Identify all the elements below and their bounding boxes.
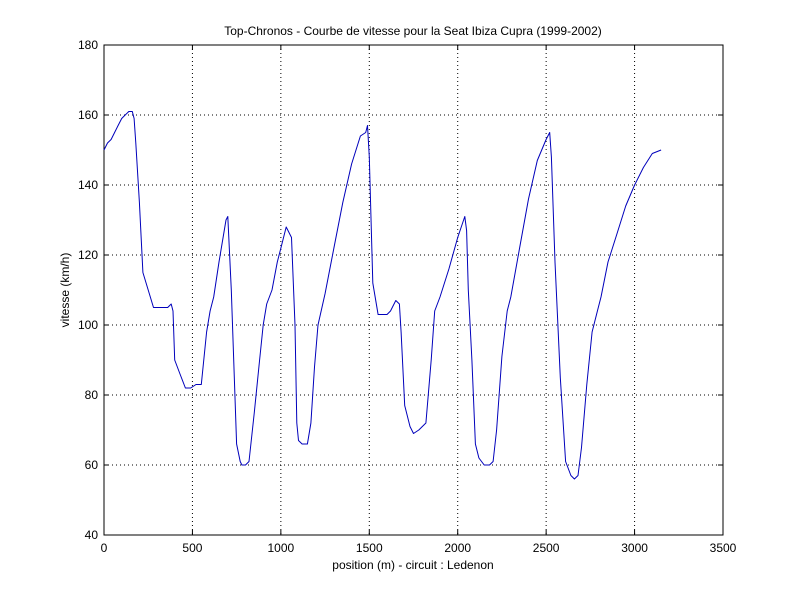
y-axis-title: vitesse (km/h) <box>58 253 72 328</box>
x-tick-label-2: 1000 <box>268 541 295 555</box>
x-axis-title: position (m) - circuit : Ledenon <box>332 558 493 572</box>
y-tick-label-1: 60 <box>85 458 99 472</box>
x-tick-label-5: 2500 <box>533 541 560 555</box>
x-tick-label-0: 0 <box>101 541 108 555</box>
y-tick-label-7: 180 <box>78 38 98 52</box>
x-tick-label-4: 2000 <box>444 541 471 555</box>
y-tick-label-2: 80 <box>85 388 99 402</box>
y-tick-label-5: 140 <box>78 178 98 192</box>
x-tick-label-1: 500 <box>182 541 202 555</box>
y-tick-label-0: 40 <box>85 528 99 542</box>
axis-ticks: 0 500 1000 1500 2000 2500 3000 3500 40 60 80 100 120… <box>78 38 737 555</box>
y-tick-label-6: 160 <box>78 108 98 122</box>
grid-lines <box>104 45 723 535</box>
chart-title: Top-Chronos - Courbe de vitesse pour la … <box>224 24 602 38</box>
x-tick-label-3: 1500 <box>356 541 383 555</box>
plot-area-frame <box>103 44 724 536</box>
x-tick-label-7: 3500 <box>710 541 737 555</box>
x-tick-label-6: 3000 <box>621 541 648 555</box>
y-tick-label-3: 100 <box>78 318 98 332</box>
series-group <box>103 111 662 480</box>
y-tick-label-4: 120 <box>78 248 98 262</box>
speed-series-line-0 <box>103 111 662 480</box>
